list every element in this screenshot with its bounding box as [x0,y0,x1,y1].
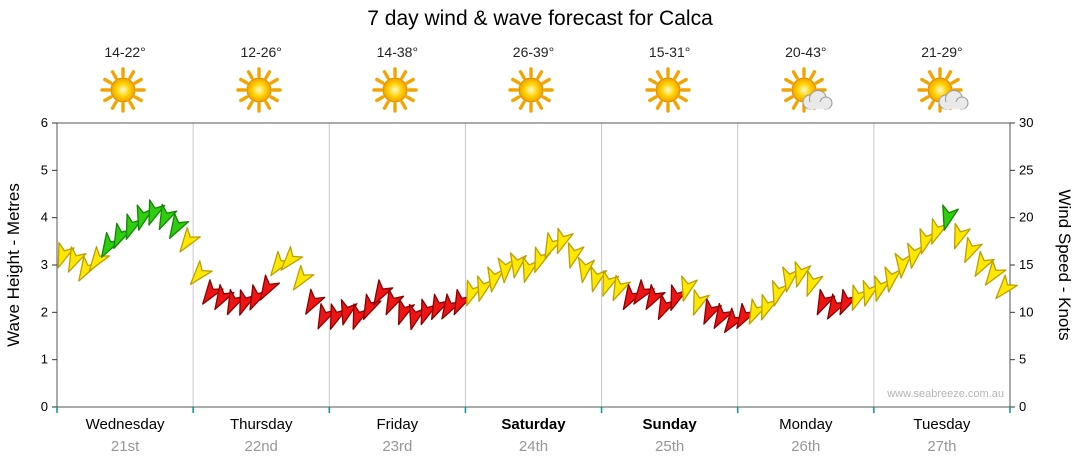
svg-text:30: 30 [1019,115,1033,130]
temperature-range-label: 14-22° [104,44,146,60]
svg-text:4: 4 [41,210,48,225]
day-label-cell: Monday 26th [738,416,874,455]
day-column-header: 20-43° [738,44,874,62]
day-name-label: Tuesday [913,416,971,433]
day-column-header: 14-22° [57,44,193,62]
svg-text:25: 25 [1019,162,1033,177]
watermark-text: www.seabreeze.com.au [887,388,1004,400]
svg-text:5: 5 [1019,352,1026,367]
day-labels-row: Wednesday 21st Thursday 22nd Friday 23rd Satur… [57,416,1010,455]
day-label-cell: Saturday 24th [465,416,601,455]
day-name-label: Monday [779,416,833,433]
temperature-range-label: 26-39° [512,44,555,60]
day-date-label: 24th [518,438,549,455]
day-name-label: Sunday [642,416,697,433]
temperature-row: 14-22° 12-26° 14-38° 26-39° 15-31° 20-43° 21-2… [57,44,1010,62]
temperature-range-label: 21-29° [921,44,963,60]
day-name-label: Saturday [501,416,566,433]
svg-text:3: 3 [41,257,48,272]
day-label-cell: Tuesday 27th [874,416,1010,455]
temperature-range-label: 12-26° [240,44,282,60]
sun-icon [508,67,555,113]
day-column-header: 26-39° [465,44,601,62]
temperature-range-label: 20-43° [785,44,827,60]
day-name-label: Thursday [229,416,293,433]
day-label-cell: Friday 23rd [329,416,465,455]
sun-icon [236,67,282,113]
day-label-cell: Sunday 25th [602,416,738,455]
partly-cloudy-icon [917,67,969,113]
svg-text:10: 10 [1019,304,1033,319]
partly-cloudy-icon [781,67,833,113]
page-title: 7 day wind & wave forecast for Calca [367,7,713,30]
svg-text:5: 5 [41,162,48,177]
sun-icon [372,67,419,113]
day-column-header: 21-29° [874,44,1010,62]
svg-text:15: 15 [1019,257,1033,272]
svg-text:6: 6 [41,115,48,130]
day-date-label: 25th [655,438,685,455]
day-name-label: Friday [376,416,419,433]
weather-icon-cell [602,66,738,121]
temperature-range-label: 15-31° [648,44,691,60]
svg-text:0: 0 [41,399,48,414]
svg-text:0: 0 [1019,399,1026,414]
day-date-label: 21st [110,438,140,455]
day-date-label: 26th [791,438,821,455]
weather-icon-cell [874,66,1010,121]
day-date-label: 27th [927,438,957,455]
svg-text:20: 20 [1019,210,1033,225]
sun-icon [644,67,691,113]
weather-icon-cell [193,66,329,121]
day-column-header: 14-38° [329,44,465,62]
day-date-label: 23rd [382,438,413,455]
day-column-header: 12-26° [193,44,329,62]
day-label-cell: Thursday 22nd [193,416,329,455]
weather-icons-row [57,66,1010,121]
sun-icon [100,67,146,113]
day-column-header: 15-31° [602,44,738,62]
day-name-label: Wednesday [85,416,165,433]
temperature-range-label: 14-38° [376,44,419,60]
weather-icon-cell [465,66,601,121]
day-date-label: 22nd [244,438,278,455]
weather-icon-cell [329,66,465,121]
weather-icon-cell [738,66,874,121]
svg-text:1: 1 [41,352,48,367]
day-label-cell: Wednesday 21st [57,416,193,455]
weather-icon-cell [57,66,193,121]
svg-text:2: 2 [41,304,48,319]
